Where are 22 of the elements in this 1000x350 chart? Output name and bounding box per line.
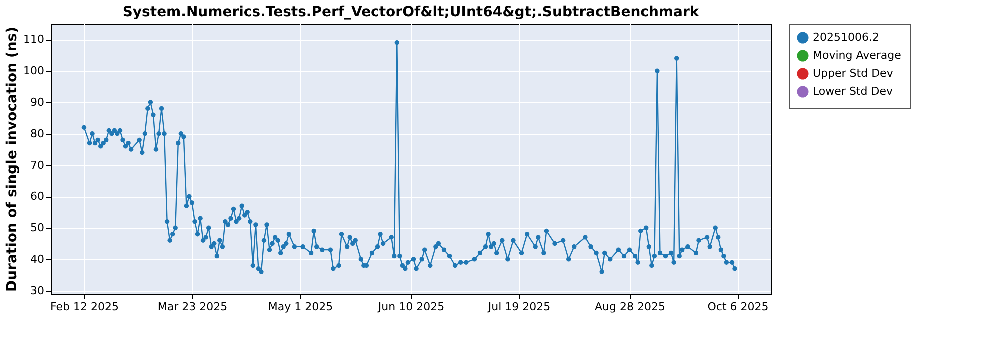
- x-tick-label: May 1 2025: [268, 300, 334, 314]
- y-tick-label: 50: [30, 222, 44, 235]
- x-tick-label: Mar 23 2025: [158, 300, 228, 314]
- legend-label: Upper Std Dev: [813, 67, 894, 80]
- y-tick-label: 110: [24, 33, 44, 46]
- x-tick-label: Feb 12 2025: [50, 300, 119, 314]
- x-tick-label: Jun 10 2025: [377, 300, 445, 314]
- y-tick-label: 100: [24, 64, 44, 78]
- x-tick-label: Aug 28 2025: [595, 300, 666, 314]
- y-tick-label: 60: [30, 190, 44, 204]
- x-tick-label: Jul 19 2025: [487, 300, 551, 314]
- legend-label: Lower Std Dev: [813, 85, 894, 98]
- legend-label: Moving Average: [813, 49, 902, 62]
- y-tick-label: 40: [30, 252, 44, 266]
- x-tick-label: Oct 6 2025: [708, 300, 769, 314]
- y-tick-label: 30: [30, 284, 44, 298]
- legend-label: 20251006.2: [813, 31, 880, 44]
- y-tick-label: 70: [30, 158, 44, 172]
- y-tick-label: 80: [30, 127, 44, 140]
- y-axis-title: Duration of single invocation (ns): [4, 26, 21, 292]
- y-tick-label: 90: [30, 96, 44, 109]
- chart-title: System.Numerics.Tests.Perf_VectorOf&lt;UInt64&gt;.SubtractBenchmark: [122, 4, 700, 20]
